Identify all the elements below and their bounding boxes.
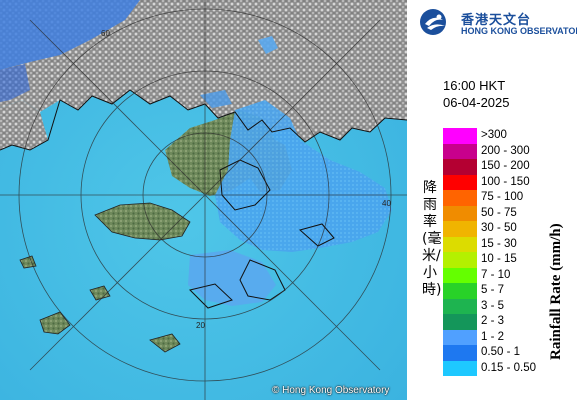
legend-label: 3 - 5 [481,299,505,312]
coastline [0,89,407,151]
legend-label: 7 - 10 [481,268,511,281]
legend-swatch [443,283,477,299]
radar-time: 16:00 HKT [443,78,506,93]
rain-main [215,100,392,252]
legend-swatch [443,128,477,144]
legend-label: 15 - 30 [481,237,517,250]
logo-chinese-name: 香港天文台 [461,13,532,28]
legend-swatch [443,252,477,268]
island-d [19,255,37,269]
hko-logo: 香港天文台 HONG KONG OBSERVATORY [417,8,577,38]
range-rings [0,0,407,400]
legend-label: 0.50 - 1 [481,346,520,358]
ring-label-20: 20 [196,321,205,330]
island-c [89,285,111,301]
legend-swatch [443,143,477,159]
legend-label: 150 - 200 [481,160,530,172]
legend-label: 0.15 - 0.50 [481,361,536,374]
island-b [149,333,181,353]
radar-image: 60 40 20 [0,0,407,400]
legend-swatch [443,174,477,190]
legend-swatch [443,190,477,206]
legend-label: >300 [481,129,507,141]
legend-label: 75 - 100 [481,191,524,203]
legend-swatch [443,298,477,314]
legend-title-english: Rainfall Rate (mm/h) [548,223,564,360]
ring-label-40: 40 [382,199,391,208]
copyright-text: © Hong Kong Observatory [272,385,390,396]
hko-logo-icon [420,9,446,35]
legend-swatch [443,360,477,376]
legend-swatch [443,221,477,237]
legend-swatch [443,267,477,283]
legend-panel: 香港天文台 HONG KONG OBSERVATORY 16:00 HKT 06… [407,0,577,400]
legend-swatch [443,159,477,175]
legend-swatch [443,236,477,252]
mainland-west [0,100,48,150]
legend-label: 1 - 2 [481,330,505,343]
legend-swatch [443,314,477,330]
rain-spot [258,36,278,54]
ring-label-60: 60 [101,29,110,38]
radar-map: 60 40 20 © Hong Kong Observatory [0,0,407,400]
logo-english-name: HONG KONG OBSERVATORY [461,26,577,36]
island-a [39,311,71,335]
legend-label: 30 - 50 [481,222,517,234]
legend-label: 50 - 75 [481,206,517,219]
legend-swatch [443,205,477,221]
rain-south [188,250,276,306]
legend-label: 100 - 150 [481,175,530,188]
legend-label: 2 - 3 [481,315,505,327]
legend-label: 200 - 300 [481,144,530,157]
legend-label: 10 - 15 [481,253,517,265]
legend-title-chinese: 降雨率(毫米/小時) [422,180,442,298]
radar-date: 06-04-2025 [443,95,510,110]
rain-patch-2 [200,90,232,108]
coastline-islands [189,159,335,309]
rain-northwest [0,64,30,102]
legend-swatch [443,345,477,361]
lantau [94,202,191,241]
legend-label: 5 - 7 [481,284,505,296]
rain-north [0,0,140,70]
legend-swatch [443,329,477,345]
